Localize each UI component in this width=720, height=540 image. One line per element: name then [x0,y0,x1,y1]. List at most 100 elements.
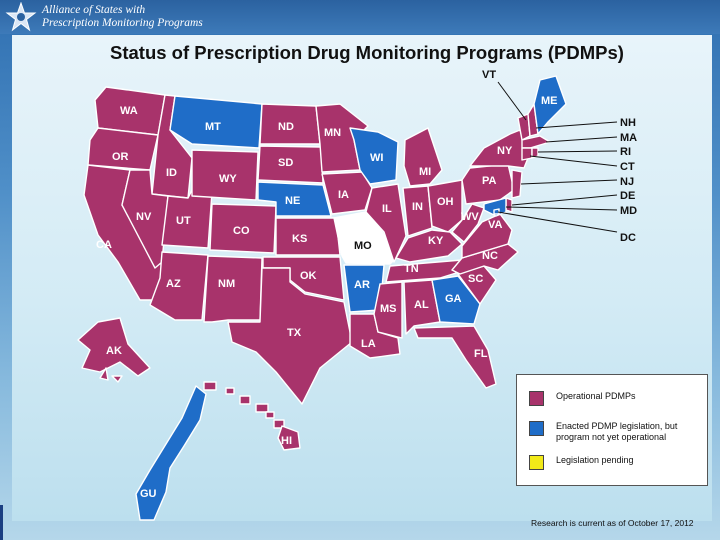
state-HI-islands [203,381,301,451]
legend-item-enacted: Enacted PDMP legislation, but program no… [529,421,706,443]
label-MT: MT [205,121,221,133]
callout-NJ: NJ [620,176,634,188]
state-RI [531,147,539,159]
label-AL: AL [414,299,429,311]
state-NC [451,243,519,275]
label-IA: IA [338,189,349,201]
label-AR: AR [354,279,370,291]
label-HI: HI [281,435,292,447]
legend: Operational PDMPs Enacted PDMP legislati… [516,374,708,486]
state-AZ [149,251,209,321]
label-CO: CO [233,225,250,237]
star-logo-icon [5,1,37,32]
label-PA: PA [482,175,497,187]
label-MI: MI [419,166,431,178]
callout-labels: VT NH MA RI CT NJ DE MD DC [482,69,637,244]
label-NY: NY [497,145,513,157]
legend-swatch-operational [529,391,544,406]
label-SD: SD [278,157,293,169]
label-MS: MS [380,303,397,315]
org-logo: Alliance of States with Prescription Mon… [4,1,224,32]
legend-label-enacted: Enacted PDMP legislation, but program no… [556,421,678,442]
left-accent-strip [0,505,3,540]
state-CT [521,147,533,161]
callout-NH: NH [620,117,636,129]
label-AZ: AZ [166,278,181,290]
label-OK: OK [300,270,317,282]
label-ID: ID [166,167,177,179]
label-CA: CA [96,239,112,251]
state-WV [451,203,485,243]
state-GA [431,275,481,325]
label-WA: WA [120,105,138,117]
label-ND: ND [278,121,294,133]
label-LA: LA [361,338,376,350]
state-DE [505,197,513,213]
territory-GU [135,385,207,521]
label-MN: MN [324,127,341,139]
state-IN [402,185,433,237]
state-KS [275,217,341,256]
state-WI [349,127,399,185]
label-ME: ME [541,95,558,107]
callout-MD: MD [620,205,637,217]
legend-label-pending: Legislation pending [556,455,634,465]
legend-swatch-enacted [529,421,544,436]
header-band [0,0,720,34]
callout-DE: DE [620,190,635,202]
state-FL [413,325,497,389]
state-MS [373,281,403,339]
callout-MA: MA [620,132,637,144]
state-VA [461,213,513,259]
legend-swatch-pending [529,455,544,470]
state-OR [87,127,159,171]
callout-CT: CT [620,161,635,173]
label-MO: MO [354,240,372,252]
research-date-footnote: Research is current as of October 17, 20… [531,518,694,528]
state-MA [521,135,551,149]
state-MT [169,95,263,149]
label-NC: NC [482,250,498,262]
label-GA: GA [445,293,462,305]
state-TX [227,267,353,405]
state-AK [77,317,151,377]
label-WV: WV [461,211,479,223]
state-IL [365,183,407,263]
map-title: Status of Prescription Drug Monitoring P… [110,42,624,63]
label-TX: TX [287,327,302,339]
label-WY: WY [219,173,237,185]
legend-label-operational: Operational PDMPs [556,391,636,401]
label-IL: IL [382,203,392,215]
state-ME [533,75,567,135]
callout-VT: VT [482,69,496,81]
label-GU: GU [140,488,157,500]
label-NV: NV [136,211,152,223]
label-KY: KY [428,235,444,247]
org-name-line1: Alliance of States with [42,4,146,16]
label-KS: KS [292,233,307,245]
state-CO [209,203,277,254]
state-NM [203,255,263,323]
legend-item-operational: Operational PDMPs [529,391,706,406]
state-NJ [511,169,523,199]
alaska-islands [99,367,123,383]
label-OR: OR [112,151,129,163]
label-FL: FL [474,348,488,360]
state-KY [395,229,463,263]
org-name: Alliance of States with Prescription Mon… [42,4,203,30]
state-TN [385,259,473,283]
state-HI [277,425,301,451]
label-AK: AK [106,345,122,357]
state-NE [257,181,332,217]
state-IA [321,171,373,215]
legend-item-pending: Legislation pending [529,455,706,470]
callout-RI: RI [620,146,631,158]
label-IN: IN [412,201,423,213]
label-WI: WI [370,152,383,164]
state-OH [427,179,463,233]
state-SD [257,145,324,184]
state-WY [191,149,259,201]
state-DC [493,208,500,215]
callout-DC: DC [620,232,636,244]
